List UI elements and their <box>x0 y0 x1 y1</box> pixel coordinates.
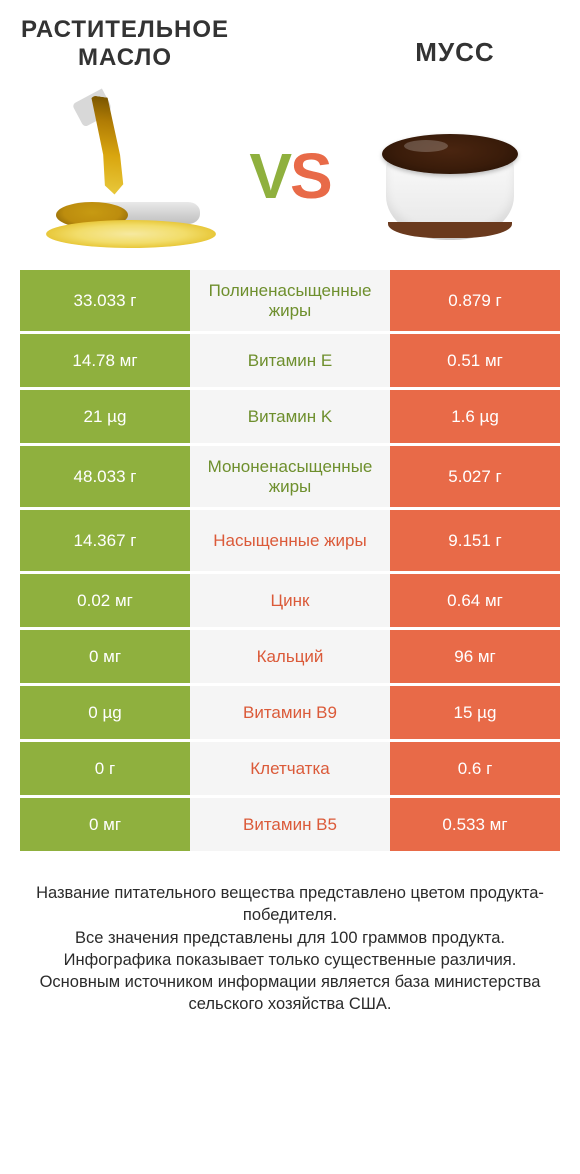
nutrient-name: Витамин K <box>190 390 390 443</box>
table-row: 33.033 гПолиненасыщенные жиры0.879 г <box>20 270 560 334</box>
footer-line: Основным источником информации является … <box>30 971 550 1016</box>
table-row: 14.78 мгВитамин E0.51 мг <box>20 334 560 390</box>
header: РАСТИТЕЛЬНОЕ МАСЛО МУСС <box>0 0 580 100</box>
table-row: 21 µgВитамин K1.6 µg <box>20 390 560 446</box>
value-left: 33.033 г <box>20 270 190 331</box>
value-right: 9.151 г <box>390 510 560 571</box>
footer-line: Название питательного вещества представл… <box>30 882 550 927</box>
value-left: 0 мг <box>20 630 190 683</box>
nutrient-name: Цинк <box>190 574 390 627</box>
table-row: 0.02 мгЦинк0.64 мг <box>20 574 560 630</box>
value-right: 0.51 мг <box>390 334 560 387</box>
table-row: 0 гКлетчатка0.6 г <box>20 742 560 798</box>
value-left: 14.78 мг <box>20 334 190 387</box>
nutrient-name: Витамин E <box>190 334 390 387</box>
value-right: 5.027 г <box>390 446 560 507</box>
table-row: 0 µgВитамин B915 µg <box>20 686 560 742</box>
vs-label: VS <box>249 139 330 213</box>
comparison-table: 33.033 гПолиненасыщенные жиры0.879 г14.7… <box>20 270 560 854</box>
value-right: 0.533 мг <box>390 798 560 851</box>
image-row: VS <box>0 100 580 270</box>
value-right: 0.879 г <box>390 270 560 331</box>
footer-line: Инфографика показывает только существенн… <box>30 949 550 971</box>
table-row: 14.367 гНасыщенные жиры9.151 г <box>20 510 560 574</box>
vs-v: V <box>249 140 290 212</box>
title-right: МУСС <box>350 10 560 68</box>
value-right: 15 µg <box>390 686 560 739</box>
nutrient-name: Полиненасыщенные жиры <box>190 270 390 331</box>
nutrient-name: Витамин B9 <box>190 686 390 739</box>
value-left: 0 µg <box>20 686 190 739</box>
oil-illustration <box>36 99 226 254</box>
nutrient-name: Кальций <box>190 630 390 683</box>
nutrient-name: Клетчатка <box>190 742 390 795</box>
title-left: РАСТИТЕЛЬНОЕ МАСЛО <box>20 10 230 71</box>
vs-s: S <box>290 140 331 212</box>
footer-notes: Название питательного вещества представл… <box>30 882 550 1016</box>
value-right: 96 мг <box>390 630 560 683</box>
value-left: 14.367 г <box>20 510 190 571</box>
value-left: 0 мг <box>20 798 190 851</box>
value-right: 1.6 µg <box>390 390 560 443</box>
nutrient-name: Витамин B5 <box>190 798 390 851</box>
value-left: 0 г <box>20 742 190 795</box>
table-row: 0 мгКальций96 мг <box>20 630 560 686</box>
footer-line: Все значения представлены для 100 граммо… <box>30 927 550 949</box>
value-left: 21 µg <box>20 390 190 443</box>
value-right: 0.6 г <box>390 742 560 795</box>
value-left: 0.02 мг <box>20 574 190 627</box>
value-left: 48.033 г <box>20 446 190 507</box>
table-row: 48.033 гМононенасыщенные жиры5.027 г <box>20 446 560 510</box>
nutrient-name: Мононенасыщенные жиры <box>190 446 390 507</box>
mousse-illustration <box>354 99 544 254</box>
table-row: 0 мгВитамин B50.533 мг <box>20 798 560 854</box>
nutrient-name: Насыщенные жиры <box>190 510 390 571</box>
value-right: 0.64 мг <box>390 574 560 627</box>
